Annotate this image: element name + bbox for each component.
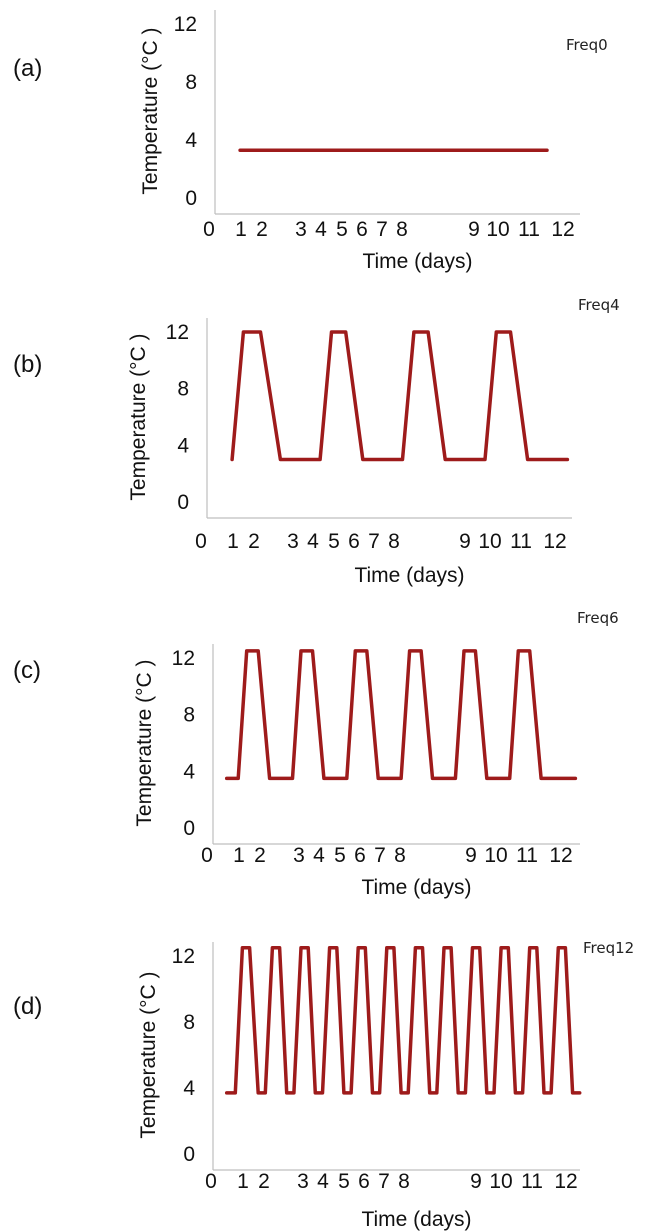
x-tick-label: 2 [256,218,268,241]
x-tick-label: 12 [549,844,572,867]
x-tick-label: 6 [354,844,366,867]
x-tick-label: 10 [478,530,501,553]
x-tick-label: 4 [313,844,325,867]
x-tick-label: 4 [307,530,319,553]
x-tick-label: 8 [398,1170,410,1193]
x-tick-label: 3 [287,530,299,553]
y-tick-label: 8 [177,378,189,401]
x-tick-label: 6 [356,218,368,241]
x-tick-label: 5 [338,1170,350,1193]
x-tick-label: 4 [317,1170,329,1193]
chart-panel-b: (b) Freq4 0 4 8 12 0 1 2 3 4 5 6 7 8 9 10 11 12 Time (days)… [0,292,646,592]
chart-panel-d: (d) Freq12 0 4 8 12 0 1 2 3 4 5 6 7 8 9 10 11 12 Time (days… [0,926,646,1231]
x-tick-label: 7 [376,218,388,241]
x-axis-title: Time (days) [362,250,472,273]
y-tick-label: 0 [183,1143,195,1166]
y-axis-title: Temperature (°C ) [137,971,160,1138]
x-tick-label: 12 [554,1170,577,1193]
x-axis-title: Time (days) [361,1208,471,1231]
y-tick-label: 4 [183,1077,195,1100]
x-tick-label: 0 [195,530,207,553]
x-tick-label: 12 [551,218,574,241]
x-tick-label: 3 [293,844,305,867]
x-axis-title: Time (days) [361,876,471,899]
x-tick-label: 2 [254,844,266,867]
panel-label: (b) [13,351,42,378]
x-tick-label: 12 [543,530,566,553]
x-tick-label: 0 [203,218,215,241]
y-tick-label: 12 [172,945,195,968]
panel-label: (d) [13,993,42,1020]
x-tick-label: 3 [295,218,307,241]
x-tick-label: 9 [465,844,477,867]
x-tick-label: 5 [328,530,340,553]
freq-label: Freq0 [566,36,608,54]
x-tick-label: 11 [516,844,538,867]
x-tick-label: 3 [297,1170,309,1193]
x-tick-label: 5 [336,218,348,241]
x-tick-label: 11 [518,218,540,241]
y-tick-label: 0 [185,187,197,210]
panel-label: (a) [13,55,42,82]
freq-label: Freq12 [583,939,634,957]
x-tick-label: 0 [201,844,213,867]
y-tick-label: 4 [177,434,189,457]
series-line [230,330,570,462]
x-tick-label: 6 [348,530,360,553]
x-axis-title: Time (days) [354,564,464,587]
x-tick-label: 11 [510,530,532,553]
series-line [224,945,582,1095]
y-tick-label: 4 [183,760,195,783]
x-tick-label: 9 [459,530,471,553]
x-tick-label: 9 [470,1170,482,1193]
y-tick-label: 12 [172,647,195,670]
x-tick-label: 5 [334,844,346,867]
x-tick-label: 11 [521,1170,543,1193]
x-tick-label: 7 [368,530,380,553]
y-tick-label: 8 [183,704,195,727]
freq-label: Freq6 [577,609,619,627]
x-tick-label: 10 [489,1170,512,1193]
x-tick-label: 0 [205,1170,217,1193]
x-tick-label: 4 [315,218,327,241]
x-tick-label: 1 [227,530,239,553]
x-tick-label: 1 [237,1170,249,1193]
y-axis-title: Temperature (°C ) [127,333,150,500]
y-tick-label: 0 [183,817,195,840]
x-tick-label: 6 [358,1170,370,1193]
series-line [224,649,578,781]
y-tick-label: 0 [177,491,189,514]
chart-panel-a: (a) Freq0 0 4 8 12 0 1 2 3 4 5 6 7 8 9 10 11 12 Time (days)… [0,0,646,300]
x-tick-label: 2 [258,1170,270,1193]
x-tick-label: 8 [394,844,406,867]
y-tick-label: 12 [174,13,197,36]
x-tick-label: 7 [374,844,386,867]
panel-label: (c) [13,657,41,684]
y-axis-title: Temperature (°C ) [139,27,162,194]
x-tick-label: 10 [486,218,509,241]
y-tick-label: 12 [166,321,189,344]
y-tick-label: 8 [183,1011,195,1034]
y-tick-label: 4 [185,129,197,152]
x-tick-label: 1 [233,844,245,867]
chart-panel-c: (c) Freq6 0 4 8 12 0 1 2 3 4 5 6 7 8 9 10 11 12 Time (days)… [0,606,646,906]
freq-label: Freq4 [578,296,620,314]
x-tick-label: 7 [378,1170,390,1193]
x-tick-label: 8 [388,530,400,553]
y-axis-title: Temperature (°C ) [133,659,156,826]
x-tick-label: 9 [468,218,480,241]
y-tick-label: 8 [185,71,197,94]
x-tick-label: 10 [484,844,507,867]
x-tick-label: 8 [396,218,408,241]
x-tick-label: 2 [248,530,260,553]
x-tick-label: 1 [235,218,247,241]
